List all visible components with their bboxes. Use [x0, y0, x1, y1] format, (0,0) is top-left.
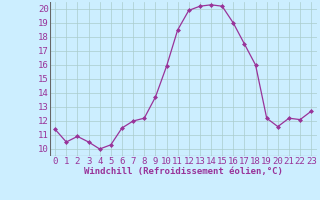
X-axis label: Windchill (Refroidissement éolien,°C): Windchill (Refroidissement éolien,°C)	[84, 167, 283, 176]
